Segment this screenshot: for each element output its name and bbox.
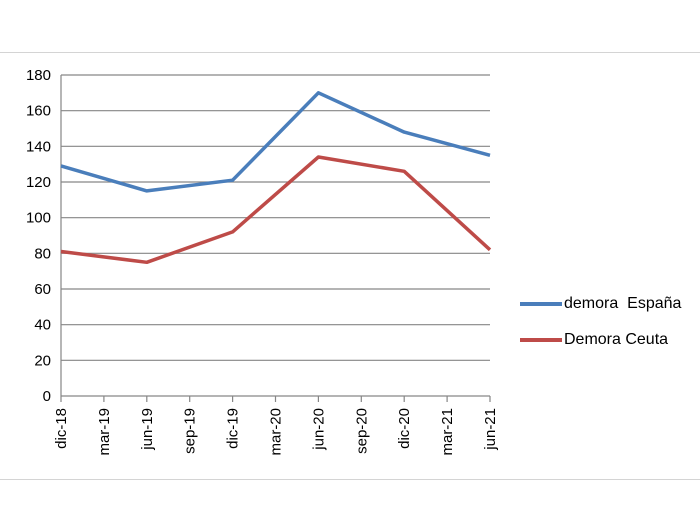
y-tick-label: 80 xyxy=(34,245,51,262)
y-tick-label: 20 xyxy=(34,352,51,369)
x-tick-label: sep-20 xyxy=(353,408,370,454)
x-tick-label: jun-20 xyxy=(310,408,327,451)
legend-swatch-espana xyxy=(520,302,562,306)
y-tick-label: 100 xyxy=(26,210,51,227)
x-tick-label: dic-19 xyxy=(225,408,242,449)
chart-legend: demora España Demora Ceuta xyxy=(520,293,695,365)
y-tick-label: 0 xyxy=(43,388,51,405)
x-tick-label: mar-19 xyxy=(96,408,113,456)
line-chart: 0 20 40 60 80 100 120 140 160 180 dic-18 mar-19 jun-… xyxy=(26,67,499,456)
y-tick-label: 120 xyxy=(26,174,51,191)
series-line-ceuta xyxy=(60,155,492,265)
y-tick-label: 40 xyxy=(34,317,51,334)
legend-item-ceuta: Demora Ceuta xyxy=(520,329,695,351)
y-tick-label: 60 xyxy=(34,281,51,298)
y-tick-label: 180 xyxy=(26,67,51,84)
chart-frame: 0 20 40 60 80 100 120 140 160 180 dic-18 mar-19 jun-… xyxy=(0,52,700,480)
legend-item-espana: demora España xyxy=(520,293,695,315)
legend-label-ceuta: Demora Ceuta xyxy=(564,331,669,348)
x-tick-label: sep-19 xyxy=(182,408,199,454)
x-tick-label: dic-20 xyxy=(396,408,413,449)
x-tick-label: mar-21 xyxy=(439,408,456,456)
x-tick-label: dic-18 xyxy=(53,408,70,449)
y-tick-label: 140 xyxy=(26,138,51,155)
legend-swatch-ceuta xyxy=(520,338,562,342)
x-tick-label: jun-19 xyxy=(139,408,156,451)
legend-label-espana: demora España xyxy=(564,295,682,312)
x-tick-label: mar-20 xyxy=(268,408,285,456)
y-tick-label: 160 xyxy=(26,103,51,120)
x-tick-label: jun-21 xyxy=(482,408,499,451)
series-line-espana xyxy=(60,91,491,193)
